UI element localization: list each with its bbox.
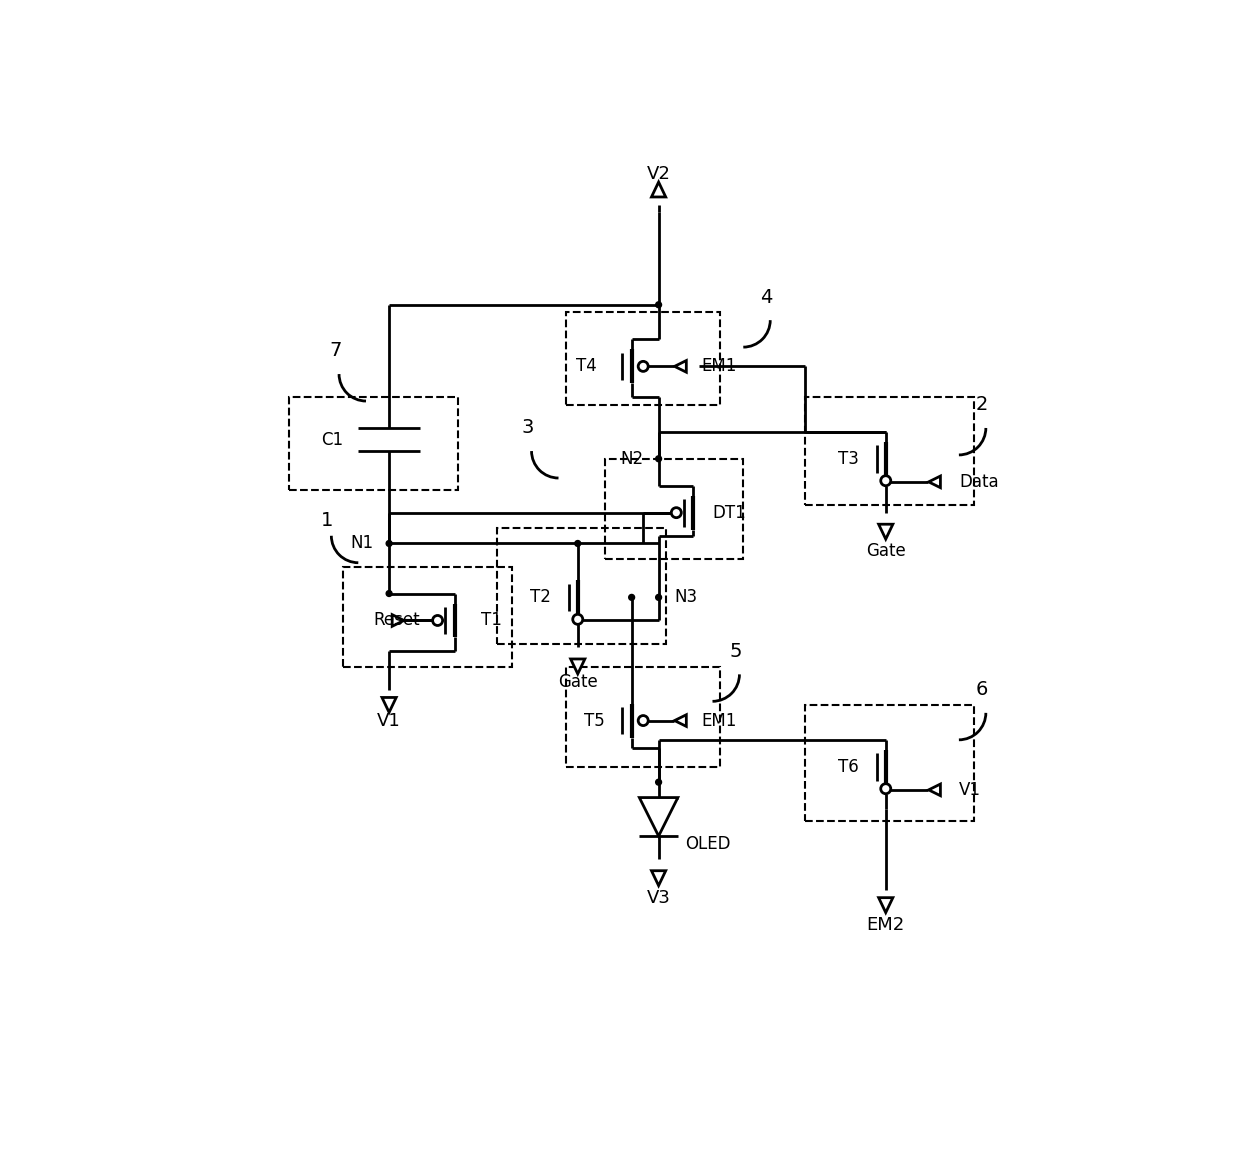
Text: 5: 5 [729, 642, 742, 660]
Polygon shape [382, 698, 397, 712]
Circle shape [386, 590, 392, 596]
Text: T1: T1 [481, 611, 502, 630]
Text: T3: T3 [838, 449, 859, 468]
Circle shape [656, 779, 661, 785]
Polygon shape [879, 524, 893, 540]
Circle shape [386, 541, 392, 547]
Circle shape [639, 716, 649, 726]
Text: EM1: EM1 [701, 712, 737, 730]
Circle shape [880, 476, 890, 486]
Polygon shape [651, 870, 666, 886]
Polygon shape [929, 476, 940, 488]
Circle shape [639, 361, 649, 372]
Polygon shape [640, 798, 678, 836]
Text: 6: 6 [976, 680, 988, 699]
Text: V3: V3 [647, 889, 671, 907]
Text: V1: V1 [959, 781, 981, 799]
Text: Gate: Gate [866, 542, 905, 561]
Text: C1: C1 [321, 430, 343, 448]
Polygon shape [929, 784, 940, 795]
Text: Gate: Gate [558, 673, 598, 691]
Text: T2: T2 [529, 589, 551, 606]
Text: V2: V2 [647, 165, 671, 183]
Polygon shape [675, 360, 686, 372]
Text: T6: T6 [838, 758, 859, 775]
Circle shape [573, 615, 583, 624]
Circle shape [656, 595, 661, 601]
Polygon shape [392, 615, 404, 626]
Polygon shape [879, 897, 893, 913]
Circle shape [671, 508, 681, 517]
Text: T5: T5 [584, 712, 605, 730]
Text: EM1: EM1 [701, 358, 737, 375]
Circle shape [629, 595, 635, 601]
Text: 3: 3 [522, 419, 534, 438]
Text: V1: V1 [377, 712, 401, 730]
Polygon shape [570, 659, 585, 673]
Text: T4: T4 [577, 358, 596, 375]
Polygon shape [675, 714, 686, 726]
Circle shape [656, 301, 661, 307]
Circle shape [656, 456, 661, 462]
Circle shape [433, 616, 443, 625]
Text: EM2: EM2 [867, 916, 905, 934]
Circle shape [880, 784, 890, 794]
Text: 4: 4 [760, 287, 773, 306]
Text: 7: 7 [329, 341, 341, 360]
Text: OLED: OLED [686, 835, 732, 853]
Text: N2: N2 [620, 449, 644, 468]
Text: Data: Data [959, 473, 998, 490]
Text: Reset: Reset [373, 611, 420, 630]
Text: 1: 1 [321, 511, 334, 530]
Text: DT1: DT1 [713, 503, 746, 522]
Text: N3: N3 [675, 589, 697, 606]
Text: N1: N1 [351, 535, 373, 552]
Circle shape [575, 541, 580, 547]
Polygon shape [651, 182, 666, 197]
Text: 2: 2 [976, 395, 988, 414]
